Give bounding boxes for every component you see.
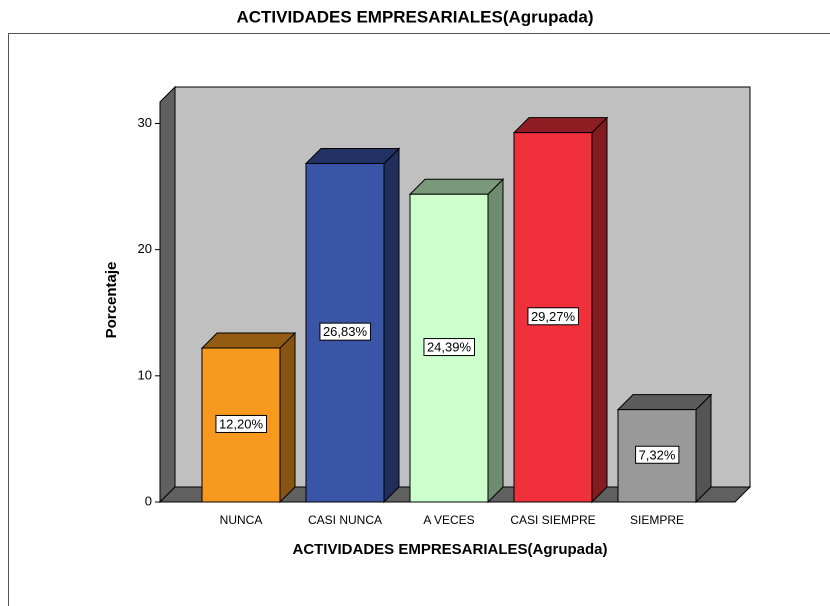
x-tick-label: A VECES — [423, 513, 474, 527]
value-label: 24,39% — [427, 340, 472, 355]
y-tick-label: 30 — [138, 115, 152, 130]
value-label: 12,20% — [219, 416, 264, 431]
bar-top — [408, 178, 505, 195]
bar-top — [304, 147, 401, 164]
value-label-box — [215, 414, 267, 433]
value-label: 7,32% — [639, 447, 676, 462]
bar-top — [200, 332, 297, 349]
side-wall — [159, 85, 176, 504]
value-label-box — [319, 322, 371, 341]
x-tick-label: CASI NUNCA — [308, 513, 382, 527]
y-tick-label: 0 — [145, 493, 152, 508]
value-label: 26,83% — [323, 324, 368, 339]
bar-top — [616, 394, 713, 411]
bar — [408, 178, 505, 504]
bar-side — [279, 331, 296, 504]
bar-top — [512, 117, 609, 134]
x-tick-label: NUNCA — [220, 513, 263, 527]
y-tick-label: 10 — [138, 367, 152, 382]
value-label: 29,27% — [531, 309, 576, 324]
x-tick-label: CASI SIEMPRE — [510, 513, 595, 527]
value-label-box — [635, 445, 680, 464]
bar-side — [383, 147, 400, 504]
bar-side — [487, 178, 504, 504]
value-label-box — [423, 338, 475, 357]
bar-side — [591, 116, 608, 504]
x-axis-label: ACTIVIDADES EMPRESARIALES(Agrupada) — [292, 541, 607, 558]
value-label-box — [527, 307, 579, 326]
bar-side — [695, 393, 712, 504]
y-axis-label: Porcentaje — [103, 262, 120, 339]
chart-title: ACTIVIDADES EMPRESARIALES(Agrupada) — [236, 7, 593, 26]
y-tick-label: 20 — [138, 241, 152, 256]
x-tick-label: SIEMPRE — [630, 513, 684, 527]
